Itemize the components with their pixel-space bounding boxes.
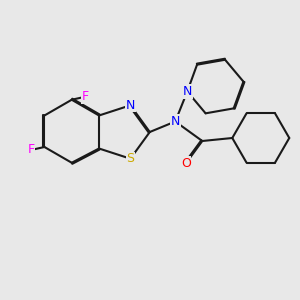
Text: F: F — [82, 90, 89, 103]
Text: S: S — [126, 152, 134, 165]
Text: O: O — [181, 157, 191, 170]
Text: F: F — [27, 143, 34, 157]
Text: N: N — [171, 115, 180, 128]
Text: N: N — [183, 85, 192, 98]
Text: N: N — [126, 99, 135, 112]
